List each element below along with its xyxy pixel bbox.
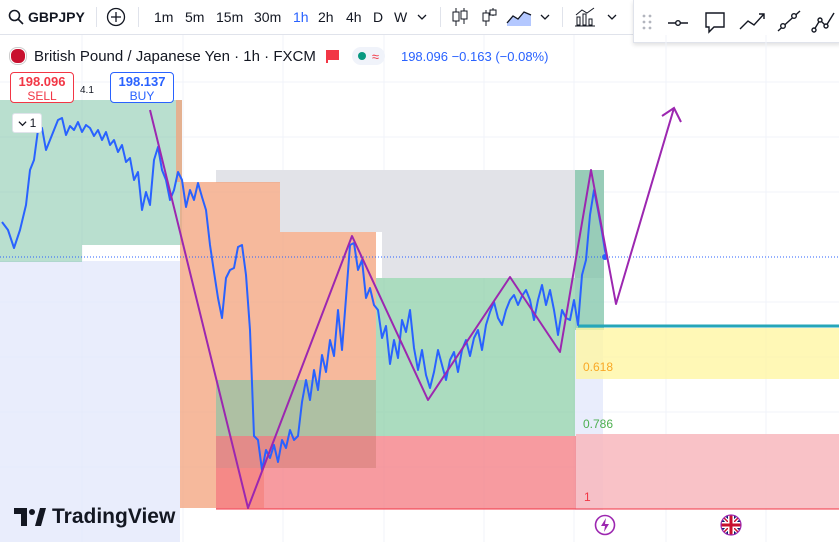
- drag-handle-icon[interactable]: [642, 14, 652, 30]
- interval-1h[interactable]: 1h: [293, 9, 309, 25]
- divider: [440, 7, 441, 27]
- fib-label-0618: 0.618: [583, 360, 614, 374]
- symbol-label: GBPJPY: [28, 9, 85, 25]
- add-symbol-button[interactable]: [106, 0, 126, 34]
- zigzag-pattern: [149, 107, 675, 509]
- buy-label: BUY: [129, 89, 155, 103]
- price-line: [1, 117, 607, 471]
- tradingview-logo[interactable]: TradingView: [14, 505, 175, 529]
- candles-icon: [452, 8, 468, 26]
- market-open-dot: [357, 52, 366, 60]
- uk-flag-icon[interactable]: [720, 514, 742, 536]
- search-icon: [8, 9, 24, 25]
- price-quote: 198.096 −0.163 (−0.08%): [400, 48, 549, 64]
- flag-marker-icon[interactable]: [325, 49, 340, 63]
- lightning-icon[interactable]: [594, 514, 616, 536]
- interval-2h[interactable]: 2h: [318, 9, 334, 25]
- tradingview-logo-icon: [14, 508, 46, 526]
- chevron-down-icon: [540, 14, 550, 20]
- intervals-dropdown[interactable]: [417, 0, 427, 34]
- interval-4h[interactable]: 4h: [346, 9, 362, 25]
- area-button[interactable]: [506, 0, 532, 34]
- fib-0786-zone-left: [216, 436, 576, 509]
- fib-label-1: 1: [584, 490, 591, 504]
- drawing-toolbar: [633, 0, 839, 43]
- area-icon: [506, 11, 532, 26]
- wave-icon: ≈: [371, 48, 379, 64]
- blue-zone: [0, 261, 180, 542]
- interval-D[interactable]: D: [373, 9, 384, 25]
- fib-0618-zone: [576, 328, 839, 379]
- symbol-search-button[interactable]: GBPJPY: [8, 0, 85, 34]
- indicator-count: 1: [29, 116, 37, 130]
- sell-button[interactable]: 198.096 SELL: [10, 72, 74, 103]
- horizontal-line-icon[interactable]: [668, 20, 688, 27]
- trend-line-icon[interactable]: [739, 13, 765, 30]
- path-icon[interactable]: [811, 12, 835, 33]
- chart-type-dropdown[interactable]: [540, 0, 550, 34]
- chart-canvas[interactable]: [0, 35, 839, 542]
- sell-label: SELL: [27, 89, 57, 103]
- chevron-down-icon: [607, 14, 617, 20]
- fib-1-zone: [576, 434, 839, 509]
- collapse-indicators-button[interactable]: 1: [12, 113, 42, 133]
- callout-icon[interactable]: [705, 12, 725, 34]
- sell-price: 198.096: [18, 74, 66, 89]
- buy-button[interactable]: 198.137 BUY: [110, 72, 174, 103]
- teal-zone-left: [0, 100, 182, 262]
- spread-value: 4.1: [80, 85, 94, 96]
- chart-title[interactable]: British Pound / Japanese Yen · 1h · FXCM: [34, 47, 316, 65]
- candles-button[interactable]: [451, 0, 469, 34]
- fib-label-0786: 0.786: [583, 417, 614, 431]
- chevron-down-icon: [417, 14, 427, 20]
- chevron-down-icon: [18, 120, 27, 126]
- logo-text: TradingView: [52, 505, 176, 528]
- indicators-icon: [575, 7, 595, 27]
- divider: [138, 7, 139, 27]
- gbp-flag-icon: [10, 48, 26, 64]
- interval-W[interactable]: W: [394, 9, 408, 25]
- divider: [96, 7, 97, 27]
- zigzag-arrowhead: [661, 106, 682, 123]
- ray-icon[interactable]: [777, 10, 801, 32]
- divider: [562, 7, 563, 27]
- buy-price: 198.137: [118, 74, 166, 89]
- add-symbol-icon: [106, 7, 126, 27]
- market-status-pill[interactable]: ≈: [351, 47, 385, 65]
- interval-30m[interactable]: 30m: [254, 9, 282, 25]
- interval-15m[interactable]: 15m: [216, 9, 244, 25]
- indicators-dropdown[interactable]: [607, 0, 617, 34]
- orange-zone-top: [176, 100, 182, 182]
- interval-5m[interactable]: 5m: [185, 9, 205, 25]
- indicators-button[interactable]: [574, 0, 596, 34]
- bars-icon: [482, 8, 497, 26]
- chart-legend: British Pound / Japanese Yen · 1h · FXCM…: [10, 47, 548, 65]
- interval-1m[interactable]: 1m: [154, 9, 174, 25]
- gray-zone: [216, 170, 604, 278]
- bars-button[interactable]: [479, 0, 497, 34]
